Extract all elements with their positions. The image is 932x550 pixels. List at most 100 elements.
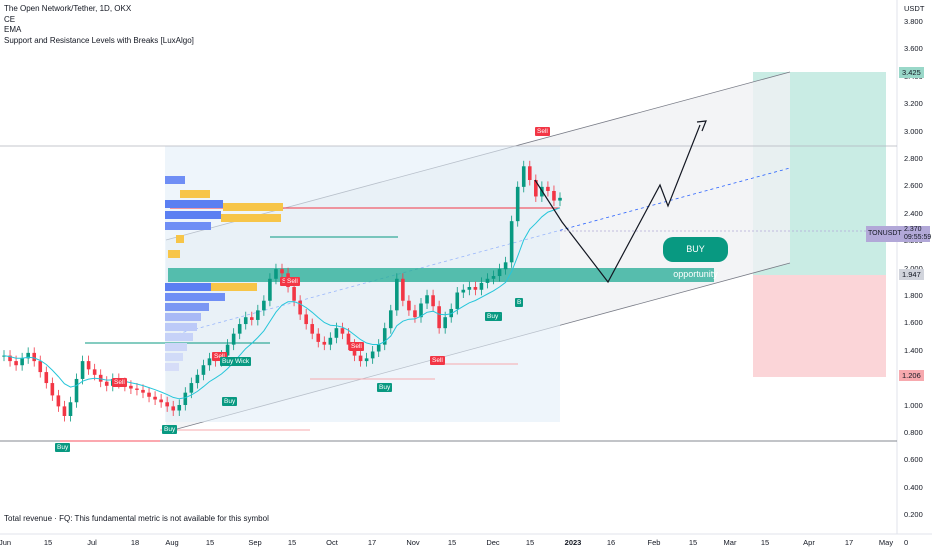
candle-body [231, 333, 236, 345]
candle-body [32, 352, 37, 362]
sell-signal-label: Sell [212, 352, 227, 361]
sell-signal-label: Sell [285, 277, 300, 286]
volume-profile-bar [165, 323, 197, 331]
ema-line [3, 207, 561, 400]
projection-arrowhead [696, 120, 707, 132]
candle-body [26, 352, 30, 359]
price-tick: 1.600 [904, 318, 923, 328]
volume-profile-bar [165, 363, 179, 371]
candle-body [183, 392, 188, 406]
candle-body [515, 186, 520, 222]
time-tick: 15 [205, 538, 215, 547]
time-tick: Oct [326, 538, 338, 547]
time-tick: Jun [0, 538, 12, 547]
candle-body [491, 276, 496, 279]
candle-body [497, 269, 502, 277]
indicator-ema[interactable]: EMA [4, 25, 22, 34]
volume-profile-bar [165, 222, 211, 230]
long-position-stop-zone [753, 275, 886, 377]
candle-body [256, 310, 260, 320]
indicator-ce[interactable]: CE [4, 14, 16, 24]
indicator-sr-levels[interactable]: Support and Resistance Levels with Break… [4, 35, 194, 45]
candle-body [92, 369, 97, 375]
candle-body [509, 221, 514, 263]
candle-body [159, 399, 163, 403]
price-tick: 0.800 [904, 428, 923, 437]
candle-body [20, 358, 24, 366]
last-price: 2.370 [904, 226, 922, 233]
candle-body [413, 310, 417, 318]
candle-body [243, 317, 248, 325]
time-tick: 16 [606, 538, 616, 547]
price-tick: 2.400 [904, 208, 923, 218]
candle-body [135, 388, 139, 390]
candle-body [558, 197, 562, 201]
candle-body [479, 282, 484, 290]
candle-body [425, 295, 429, 304]
candle-body [328, 337, 333, 345]
symbol-name: TONUSDT [868, 230, 902, 237]
candle-body [171, 406, 176, 411]
candle-body [455, 292, 460, 309]
currency-label: USDT [904, 4, 925, 13]
volume-profile-bar [180, 190, 210, 198]
buy-signal-label: Buy [222, 397, 238, 406]
candle-body [225, 344, 230, 356]
candle-body [546, 186, 550, 191]
volume-profile-bar [165, 283, 211, 291]
candle-body [268, 278, 272, 301]
buy-signal-label: Buy [162, 425, 178, 434]
candle-body [316, 333, 321, 342]
time-tick: 15 [43, 538, 53, 547]
candle-body [237, 324, 242, 334]
time-tick: 15 [447, 538, 457, 547]
candle-body [419, 303, 423, 318]
buy-signal-label: Buy Wick [220, 357, 252, 366]
price-tick: 3.200 [904, 99, 923, 109]
time-tick: Dec [486, 538, 500, 547]
price-tick: 3.000 [904, 126, 923, 136]
candle-body [195, 374, 200, 384]
price-tick: 0.600 [904, 455, 923, 465]
candle-body [376, 344, 381, 352]
time-tick: 17 [844, 538, 854, 547]
candle-body [50, 383, 55, 396]
candle-body [274, 269, 278, 279]
sell-signal-label: Sell [535, 127, 550, 136]
volume-profile-bar [165, 293, 225, 301]
candle-body [388, 310, 393, 329]
volume-profile-bar [165, 176, 185, 184]
candle-body [503, 262, 508, 270]
candle-body [14, 361, 18, 366]
time-tick: 18 [130, 538, 140, 547]
time-tick: Aug [165, 538, 179, 547]
volume-profile-bar [176, 235, 184, 243]
candle-body [189, 383, 194, 393]
time-tick: May [878, 538, 894, 547]
time-tick: 15 [287, 538, 297, 547]
price-tick: 1.800 [904, 291, 923, 300]
buy-opportunity-callout[interactable]: BUY opportunity [663, 237, 728, 279]
candle-body [80, 361, 85, 379]
stop-price-tag: 1.206 [899, 370, 924, 381]
candle-body [298, 300, 302, 315]
sell-signal-label: Sell [430, 356, 445, 365]
candle-body [129, 385, 133, 389]
price-tick: 2.600 [904, 181, 923, 191]
candle-body [407, 300, 411, 311]
time-tick: Jul [87, 538, 97, 547]
candle-body [310, 324, 315, 334]
time-tick: Nov [406, 538, 420, 547]
time-tick: 15 [760, 538, 770, 547]
candle-body [62, 406, 67, 416]
volume-profile-bar [221, 214, 281, 222]
candle-body [322, 341, 327, 345]
price-tick: 1.400 [904, 345, 923, 355]
candle-body [207, 358, 212, 366]
target-price-tag: 3.425 [899, 67, 924, 78]
time-tick: Feb [647, 538, 661, 547]
time-tick: Apr [803, 538, 815, 547]
candle-body [364, 358, 369, 362]
candle-body [68, 402, 73, 416]
